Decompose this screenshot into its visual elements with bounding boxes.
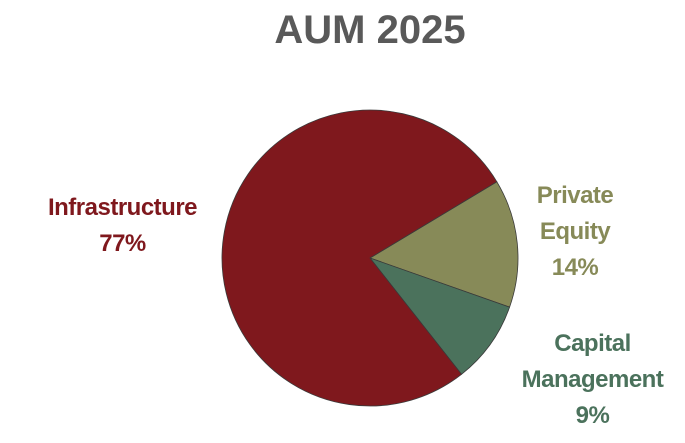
data-label: Capital Management 9%	[495, 326, 685, 434]
pie-slice	[369, 181, 519, 308]
data-label: Infrastructure 77%	[20, 190, 225, 262]
pie-slice	[221, 109, 498, 407]
value-label: 77%	[99, 230, 146, 257]
data-label: Private Equity 14%	[510, 178, 640, 286]
category-label: Private Equity	[536, 182, 614, 245]
value-label: 14%	[551, 254, 599, 281]
value-label: 9%	[575, 402, 610, 429]
pie-slice	[368, 257, 511, 375]
category-label: Infrastructure	[47, 194, 198, 221]
category-label: Capital Management	[521, 330, 664, 393]
chart-title: AUM 2025	[274, 8, 466, 52]
